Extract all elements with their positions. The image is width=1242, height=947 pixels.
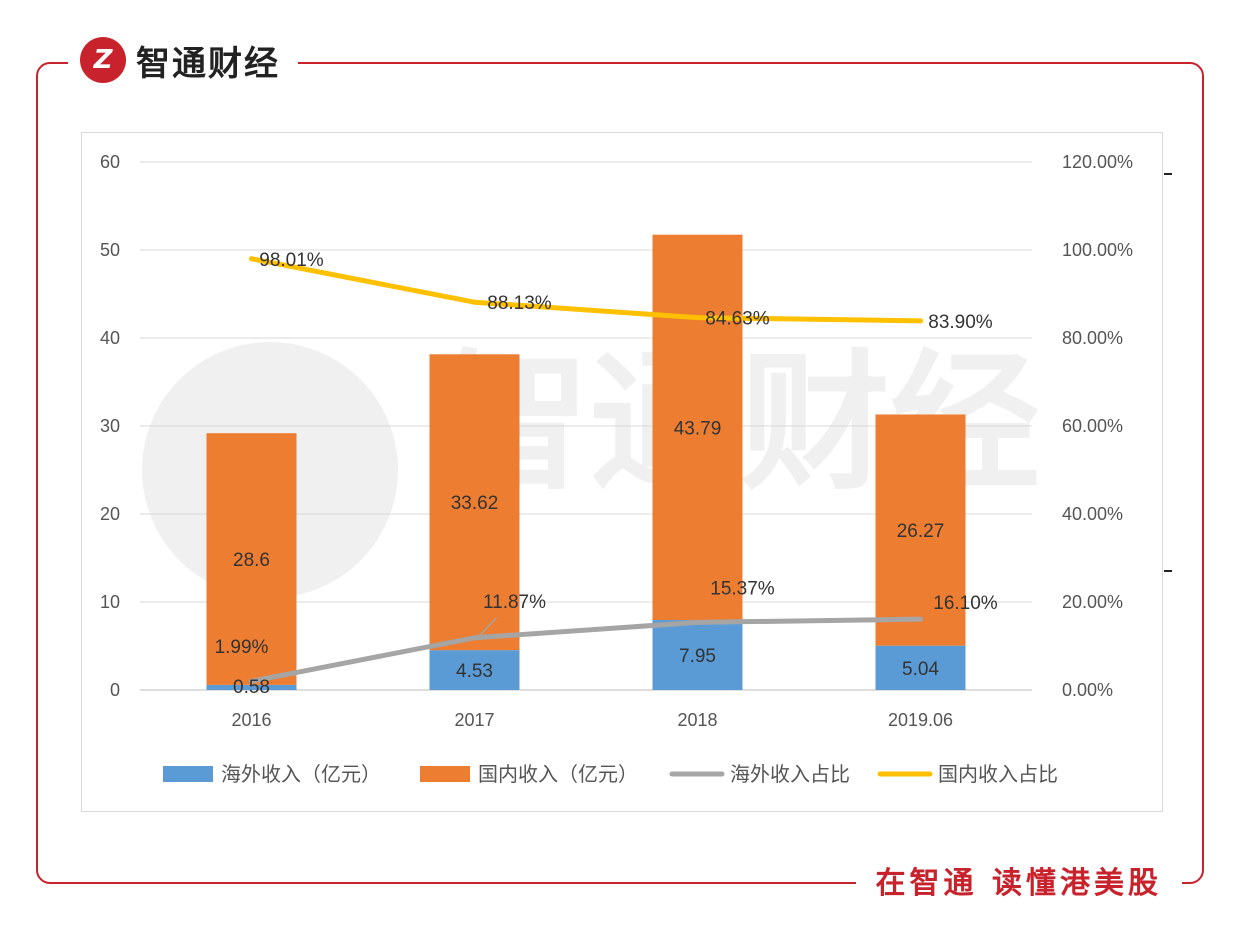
left-axis-tick-label: 40 (100, 328, 120, 348)
right-axis-tick-label: 60.00% (1062, 416, 1123, 436)
overseas-share-data-label: 16.10% (933, 593, 998, 614)
overseas-revenue-data-label: 4.53 (456, 661, 493, 682)
domestic-share-data-label: 88.13% (487, 293, 552, 314)
left-axis-tick-label: 20 (100, 504, 120, 524)
chart-frame (36, 62, 1204, 884)
overseas-share-point (249, 678, 254, 684)
overseas-share-point (472, 635, 477, 641)
legend-label: 国内收入（亿元） (478, 763, 638, 786)
domestic-revenue-data-label: 26.27 (897, 521, 945, 542)
bar-overseas-revenue (206, 684, 297, 690)
bar-domestic-revenue (206, 433, 297, 685)
legend-swatch (163, 766, 213, 782)
overseas-revenue-data-label: 0.58 (233, 677, 270, 698)
legend-swatch (420, 766, 470, 782)
domestic-share-point (695, 315, 700, 321)
domestic-share-point (918, 318, 923, 324)
domestic-share-data-label: 84.63% (705, 309, 770, 330)
legend-label: 海外收入（亿元） (221, 763, 381, 786)
right-axis-tick-label: 20.00% (1062, 592, 1123, 612)
domestic-share-data-label: 83.90% (928, 312, 993, 333)
slogan: 在智通 读懂港美股 (855, 862, 1182, 906)
bar-overseas-revenue (652, 620, 743, 690)
overseas-revenue-data-label: 5.04 (902, 659, 939, 680)
left-axis-tick-label: 60 (100, 152, 120, 172)
x-axis-category-label: 2017 (454, 710, 494, 730)
brand-header: Z 智通财经 (68, 30, 298, 90)
overseas-share-line (249, 616, 923, 684)
leader-line (478, 617, 498, 637)
x-axis-category-label: 2019.06 (888, 710, 953, 730)
domestic-revenue-data-label: 43.79 (674, 418, 722, 439)
overseas-share-point (918, 616, 923, 622)
right-axis-tick-label: 40.00% (1062, 504, 1123, 524)
domestic-share-point (249, 256, 254, 262)
legend-label: 海外收入占比 (730, 763, 850, 786)
right-axis-tick-label: 120.00% (1062, 152, 1133, 172)
legend-label: 国内收入占比 (938, 763, 1058, 786)
left-axis-tick-label: 10 (100, 592, 120, 612)
overseas-share-point (695, 619, 700, 625)
right-axis-tick-label: 0.00% (1062, 680, 1113, 700)
left-axis-tick-label: 0 (110, 680, 120, 700)
x-axis-category-label: 2018 (677, 710, 717, 730)
bar-domestic-revenue (429, 354, 520, 651)
side-tick-mark (1164, 570, 1172, 572)
side-tick-mark (1164, 173, 1172, 175)
right-axis-tick-label: 80.00% (1062, 328, 1123, 348)
bar-overseas-revenue (875, 645, 966, 690)
bar-domestic-revenue (652, 234, 743, 621)
domestic-revenue-data-label: 33.62 (451, 493, 499, 514)
overseas-revenue-data-label: 7.95 (679, 646, 716, 667)
overseas-share-data-label: 11.87% (483, 592, 546, 613)
bar-overseas-revenue (429, 650, 520, 690)
x-axis-category-label: 2016 (231, 710, 271, 730)
bar-domestic-revenue (875, 414, 966, 646)
domestic-share-point (472, 299, 477, 305)
overseas-share-data-label: 1.99% (215, 637, 269, 658)
brand-name: 智通财经 (136, 43, 280, 84)
left-axis-tick-label: 50 (100, 240, 120, 260)
brand-logo-icon: Z (80, 37, 126, 83)
left-axis-tick-label: 30 (100, 416, 120, 436)
domestic-share-data-label: 98.01% (259, 250, 324, 271)
domestic-share-line (249, 256, 923, 324)
overseas-share-data-label: 15.37% (710, 578, 775, 599)
right-axis-tick-label: 100.00% (1062, 240, 1133, 260)
domestic-revenue-data-label: 28.6 (233, 550, 270, 571)
